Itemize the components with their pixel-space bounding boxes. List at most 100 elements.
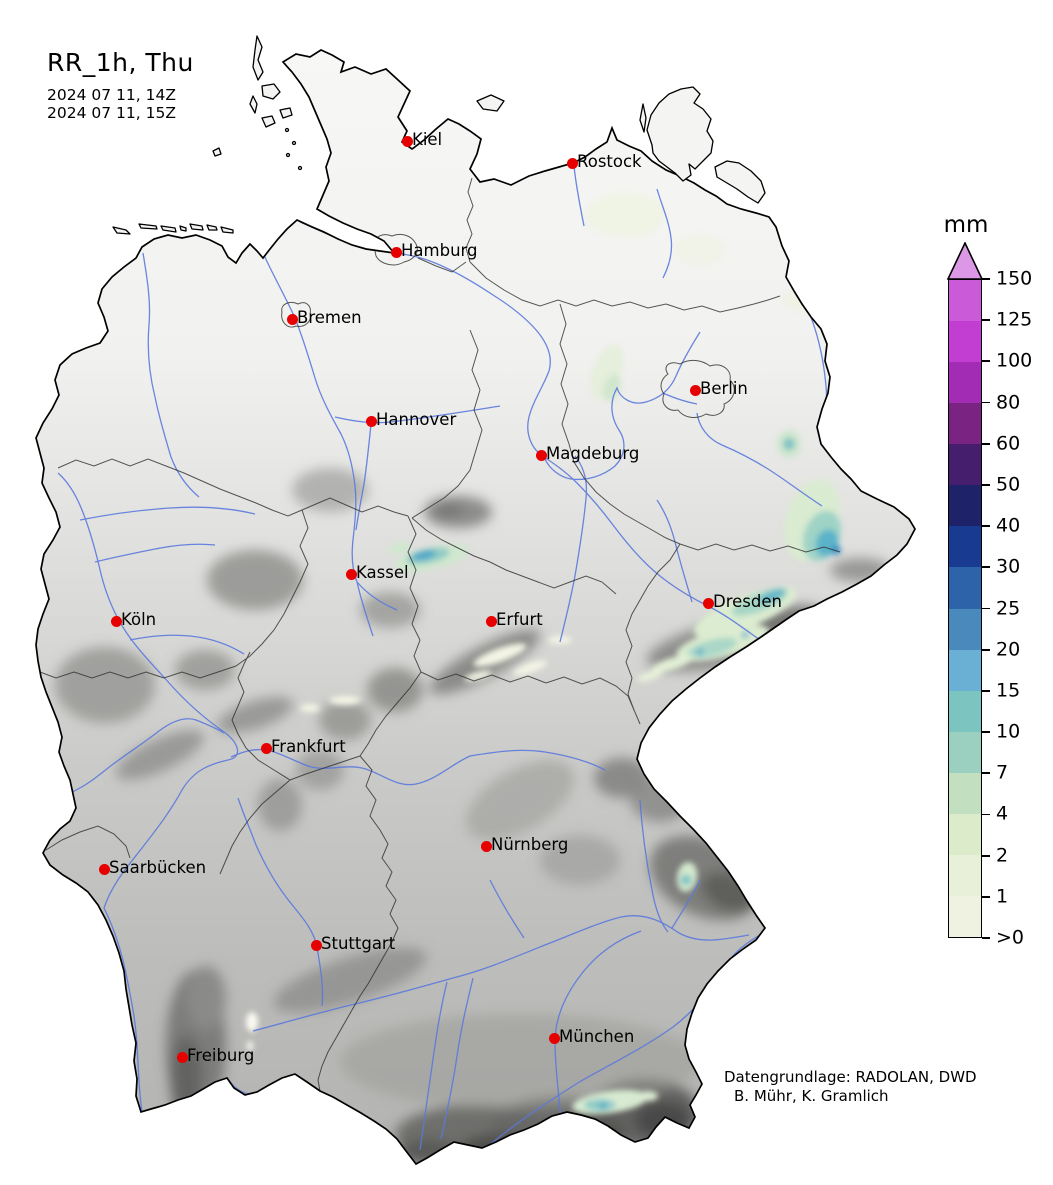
island-foehr <box>261 83 281 100</box>
legend-tick-mark <box>982 895 990 898</box>
legend-tick-mark <box>982 772 990 775</box>
river-sieg <box>129 634 245 655</box>
legend-tick-label: >0 <box>996 926 1025 949</box>
island-fehmarn <box>476 94 505 112</box>
legend-segment <box>949 567 981 609</box>
river-peene <box>656 188 673 279</box>
river-altmuehl <box>489 879 525 939</box>
border-hamburg <box>373 233 418 266</box>
legend-tick-label: 30 <box>996 555 1021 578</box>
legend-tick-label: 20 <box>996 638 1021 661</box>
island-langeoog <box>189 223 204 231</box>
legend-tick-label: 15 <box>996 679 1021 702</box>
legend-segment <box>949 772 981 814</box>
legend-segment <box>949 690 981 732</box>
legend-segment <box>949 444 981 486</box>
island-borkum <box>112 226 131 235</box>
island-nordstrand <box>279 107 293 119</box>
legend-tick-mark <box>982 689 990 692</box>
river-lech <box>440 977 474 1140</box>
island-usedom <box>714 160 766 204</box>
legend-segment <box>949 854 981 896</box>
island-ruegen <box>646 86 714 182</box>
river-spree-west <box>662 392 698 405</box>
river-rhine <box>57 472 239 1113</box>
river-spree <box>696 412 823 507</box>
legend-tick-mark <box>982 607 990 610</box>
legend-tick-label: 25 <box>996 597 1021 620</box>
attribution-authors: B. Mühr, K. Gramlich <box>734 1087 889 1105</box>
legend-tick-label: 150 <box>996 267 1033 290</box>
river-werra <box>356 581 398 611</box>
river-fulda <box>356 581 374 637</box>
legend-tick-mark <box>982 731 990 733</box>
legend-tick-label: 60 <box>996 432 1021 455</box>
legend-segment <box>949 608 981 650</box>
island-hiddensee <box>639 103 647 133</box>
island-helgoland <box>212 147 222 157</box>
island-amrum <box>249 95 258 114</box>
river-naab <box>639 799 669 933</box>
legend-tick-label: 50 <box>996 473 1021 496</box>
island-spiekeroog <box>206 224 218 231</box>
legend-tick-mark <box>982 854 990 857</box>
river-regen <box>671 879 701 929</box>
island-sylt <box>252 35 264 81</box>
river-ruhr <box>94 543 216 563</box>
legend-tick-mark <box>982 813 990 816</box>
legend-tick-label: 100 <box>996 349 1033 372</box>
legend-unit-label: mm <box>943 212 989 238</box>
island-norderney <box>160 225 177 233</box>
islands <box>112 35 766 235</box>
legend-segment <box>949 731 981 773</box>
legend-segment <box>949 362 981 404</box>
legend-tick-label: 10 <box>996 720 1021 743</box>
legend-tick-label: 40 <box>996 514 1021 537</box>
legend-tick-mark <box>982 525 990 528</box>
border-berlin <box>660 359 735 418</box>
river-iller <box>419 981 448 1151</box>
river-aller <box>334 405 501 424</box>
river-isar <box>554 930 642 1122</box>
legend-tick-label: 7 <box>996 761 1009 784</box>
legend-tick-label: 4 <box>996 802 1009 825</box>
island-baltrum <box>179 225 187 232</box>
legend-tick-label: 80 <box>996 391 1021 414</box>
river-neckar <box>237 797 324 1007</box>
legend-bar <box>948 279 982 938</box>
legend-tick-mark <box>982 648 990 651</box>
river-saale <box>559 455 588 643</box>
river-elbe <box>310 226 761 641</box>
river-lippe <box>79 506 256 521</box>
precipitation-patches <box>246 193 842 1115</box>
attribution-source: Datengrundlage: RADOLAN, DWD <box>724 1068 977 1086</box>
river-warnow <box>573 165 585 227</box>
terrain-shading <box>55 468 890 1164</box>
river-leine <box>355 423 372 531</box>
legend-tick-label: 1 <box>996 885 1009 908</box>
state-borders <box>39 177 841 1092</box>
legend-segment <box>949 403 981 445</box>
legend-tick-mark <box>982 937 990 939</box>
island-wangerooge <box>220 226 234 234</box>
legend-tick-label: 125 <box>996 308 1033 331</box>
legend-overflow-arrow <box>947 242 983 280</box>
legend-tick-mark <box>982 566 990 569</box>
legend-tick-mark <box>982 442 990 445</box>
legend-tick-mark <box>982 484 990 486</box>
legend-tick-mark <box>982 278 990 280</box>
river-ems <box>142 252 200 498</box>
page-title: RR_1h, Thu <box>47 48 194 77</box>
river-havel <box>544 331 701 481</box>
legend-segment <box>949 649 981 691</box>
valid-from-timestamp: 2024 07 11, 14Z <box>47 86 176 104</box>
legend-segment <box>949 321 981 363</box>
river-mosel <box>71 718 225 793</box>
legend-tick-mark <box>982 360 990 363</box>
legend-segment <box>949 813 981 855</box>
legend-tick-mark <box>982 319 990 322</box>
legend-segment <box>949 485 981 527</box>
island-pellworm <box>261 115 276 128</box>
